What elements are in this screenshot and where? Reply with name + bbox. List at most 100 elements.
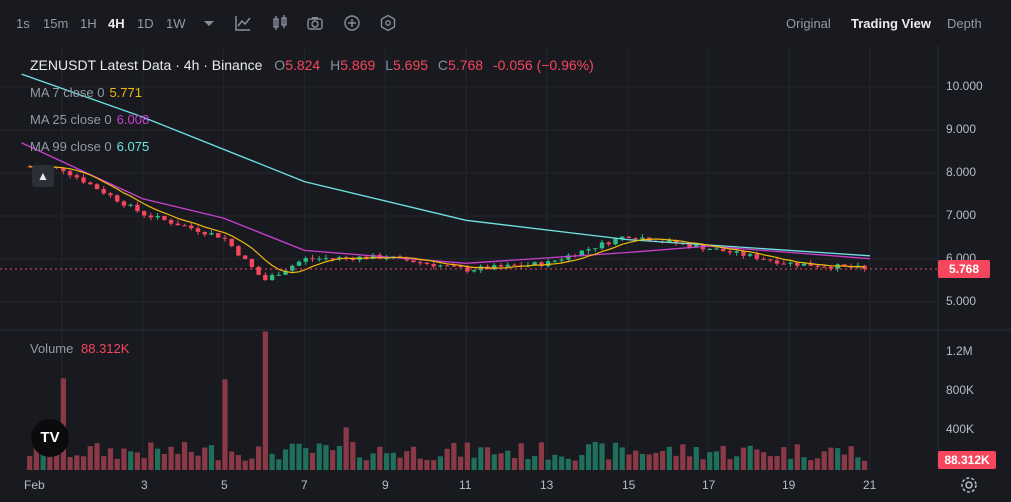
volume-bar <box>525 459 531 470</box>
candle-body <box>276 274 282 276</box>
chart-legend: ZENUSDT Latest Data · 4h · Binance O5.82… <box>30 57 594 73</box>
volume-bar <box>296 443 302 470</box>
candle-body <box>458 265 463 268</box>
volume-bar <box>787 458 794 470</box>
candle-body <box>189 225 194 229</box>
view-original[interactable]: Original <box>786 16 831 31</box>
date-tick: 15 <box>622 478 636 492</box>
volume-bar <box>532 456 538 470</box>
candle-body <box>667 239 672 242</box>
plus-circle-icon[interactable] <box>343 14 361 32</box>
candle-body <box>599 242 605 249</box>
view-trading-view[interactable]: Trading View <box>851 16 931 31</box>
volume-bar <box>309 452 316 470</box>
volume-bar <box>87 446 93 470</box>
candle-body <box>734 251 739 253</box>
volume-bar <box>148 442 154 470</box>
candle-body <box>175 223 181 226</box>
volume-bar <box>545 459 551 470</box>
legend-low: 5.695 <box>392 57 429 73</box>
view-depth[interactable]: Depth <box>947 16 982 31</box>
volume-bars <box>27 331 868 470</box>
volume-bar <box>161 453 167 470</box>
volume-bar <box>370 453 376 470</box>
candle-body <box>781 263 787 265</box>
candle-body <box>370 254 376 259</box>
candle-body <box>283 270 288 275</box>
volume-bar <box>693 446 699 470</box>
hexagon-settings-icon[interactable] <box>379 14 397 32</box>
line-chart-icon[interactable] <box>234 14 252 32</box>
volume-bar <box>781 447 787 470</box>
interval-1s[interactable]: 1s <box>16 16 30 31</box>
candle-body <box>202 231 207 235</box>
candle-body <box>620 236 625 239</box>
ma25-label: MA 25 close 0 <box>30 112 112 127</box>
volume-bar <box>498 453 504 470</box>
volume-bar <box>168 446 174 470</box>
volume-bar <box>67 457 73 470</box>
interval-1d[interactable]: 1D <box>137 16 154 31</box>
ma25-legend[interactable]: MA 25 close 0 6.008 <box>30 112 149 127</box>
volume-bar <box>54 451 60 470</box>
candle-body <box>579 250 585 257</box>
candle-body <box>747 254 753 256</box>
volume-bar <box>80 456 87 470</box>
candles-icon[interactable] <box>271 14 289 32</box>
candle-body <box>788 262 793 264</box>
volume-bar <box>215 460 221 470</box>
candle-body <box>141 211 147 216</box>
volume-bar <box>680 444 686 470</box>
volume-bar <box>491 454 497 470</box>
candle-body <box>761 258 766 260</box>
volume-bar <box>40 445 46 470</box>
volume-bar <box>835 448 841 470</box>
candle-body <box>801 263 807 266</box>
volume-bar <box>377 446 383 470</box>
volume-bar <box>794 444 800 470</box>
volume-bar <box>141 458 147 470</box>
interval-15m[interactable]: 15m <box>43 16 69 31</box>
volume-bar <box>181 442 188 470</box>
volume-bar <box>552 454 558 470</box>
chevron-down-icon[interactable] <box>200 14 218 32</box>
candle-body <box>707 249 712 251</box>
candle-body <box>465 267 470 272</box>
volume-bar <box>229 451 235 470</box>
camera-icon[interactable] <box>306 14 324 32</box>
volume-bar <box>808 460 814 470</box>
volume-bar <box>592 441 598 470</box>
interval-1w[interactable]: 1W <box>166 16 186 31</box>
volume-bar <box>606 459 612 470</box>
interval-1h[interactable]: 1H <box>80 16 97 31</box>
volume-bar <box>202 447 208 470</box>
gear-icon[interactable] <box>960 476 978 494</box>
candle-body <box>431 264 436 267</box>
legend-title: ZENUSDT Latest Data · 4h · Binance <box>30 57 263 73</box>
ma25-value: 6.008 <box>116 112 150 127</box>
legend-open: 5.824 <box>285 57 321 73</box>
volume-bar <box>336 445 343 470</box>
ma7-legend[interactable]: MA 7 close 0 5.771 <box>30 85 142 100</box>
candle-body <box>828 267 834 269</box>
candle-body <box>822 266 827 268</box>
candle-body <box>269 275 275 281</box>
ma99-legend[interactable]: MA 99 close 0 6.075 <box>30 139 149 154</box>
volume-bar <box>451 442 457 470</box>
volume-bar <box>700 459 706 470</box>
volume-bar <box>404 451 410 470</box>
interval-4h[interactable]: 4H <box>108 16 125 31</box>
candle-body <box>532 262 537 266</box>
candle-body <box>290 265 295 271</box>
volume-bar <box>612 442 619 470</box>
volume-bar <box>599 443 605 470</box>
tradingview-logo[interactable]: TV <box>31 419 69 457</box>
collapse-legend-button[interactable]: ▲ <box>32 165 54 187</box>
date-tick: 17 <box>702 478 716 492</box>
candle-body <box>61 167 66 172</box>
volume-tick: 800K <box>946 383 975 397</box>
candle-body <box>842 264 847 267</box>
volume-value: 88.312K <box>81 341 130 356</box>
candle-body <box>424 262 430 265</box>
